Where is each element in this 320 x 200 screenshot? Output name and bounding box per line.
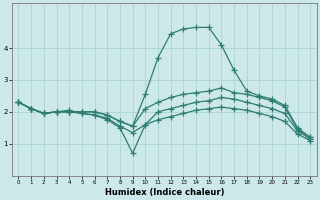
X-axis label: Humidex (Indice chaleur): Humidex (Indice chaleur) (105, 188, 224, 197)
